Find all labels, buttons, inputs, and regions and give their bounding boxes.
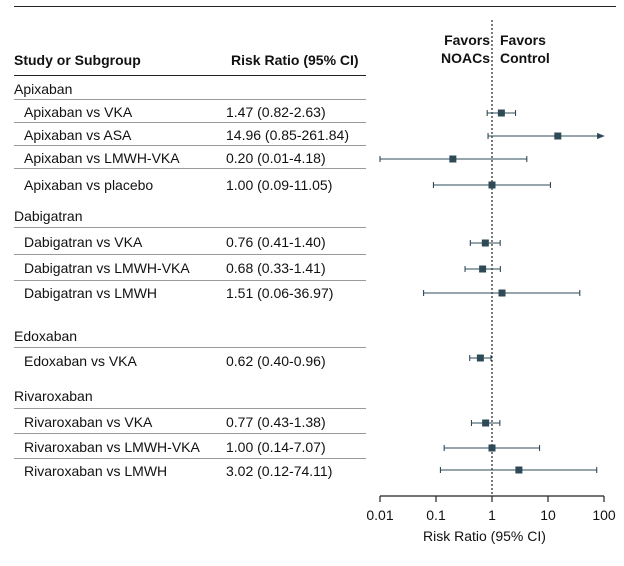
header-study-or-subgroup: Study or Subgroup [14,52,141,68]
group-label-edoxaban: Edoxaban [14,328,78,344]
row-divider [14,254,366,255]
favors-control-line2: Control [500,50,550,66]
x-tick-label: 0.1 [426,507,446,523]
x-tick-label: 10 [540,507,556,523]
favors-noacs-line2: NOACs [440,50,490,66]
study-label: Edoxaban vs VKA [24,353,137,369]
row-divider [14,122,366,123]
group-label-rivaroxaban: Rivaroxaban [14,388,93,404]
study-label: Dabigatran vs VKA [24,234,143,250]
ci-text: 1.51 (0.06-36.97) [226,285,334,301]
study-label: Dabigatran vs LMWH-VKA [24,260,190,276]
group-label-dabigatran: Dabigatran [14,208,83,224]
point-estimate [482,419,490,427]
row-divider [14,433,366,434]
ci-text: 1.47 (0.82-2.63) [226,104,326,120]
point-estimate [449,155,457,163]
header-favors-noacs: Favors NOACs [410,31,490,67]
x-tick-label: 100 [592,507,616,523]
top-rule [14,6,616,7]
study-label: Rivaroxaban vs VKA [24,414,153,430]
ci-text: 0.77 (0.43-1.38) [226,414,326,430]
row-divider [14,145,366,146]
ci-text: 14.96 (0.85-261.84) [226,127,349,143]
study-label: Apixaban vs VKA [24,104,133,120]
point-estimate [554,132,562,140]
ci-text: 0.20 (0.01-4.18) [226,150,326,166]
x-tick-label: 1 [488,507,496,523]
ci-text: 0.68 (0.33-1.41) [226,260,326,276]
header-favors-control: Favors Control [500,31,580,67]
row-divider [14,347,366,348]
study-label: Apixaban vs placebo [24,177,154,193]
ci-text: 1.00 (0.09-11.05) [226,177,333,193]
study-label: Dabigatran vs LMWH [24,285,158,301]
point-estimate [498,289,506,297]
study-label: Apixaban vs LMWH-VKA [24,150,180,166]
ci-text: 0.76 (0.41-1.40) [226,234,326,250]
x-axis-title: Risk Ratio (95% CI) [423,528,546,544]
header-risk-ratio: Risk Ratio (95% CI) [231,52,359,68]
x-tick-label: 0.01 [366,507,393,523]
point-estimate [497,109,505,117]
group-label-apixaban: Apixaban [14,81,73,97]
row-divider [14,458,366,459]
row-divider [14,280,366,281]
point-estimate [488,444,496,452]
row-divider [14,227,366,228]
point-estimate [515,466,523,474]
point-estimate [488,181,496,189]
row-divider [14,168,366,169]
row-divider [14,408,366,409]
point-estimate [479,265,487,273]
row-divider [14,99,366,100]
favors-control-line1: Favors [500,32,546,48]
study-label: Rivaroxaban vs LMWH-VKA [24,439,200,455]
ci-text: 3.02 (0.12-74.11) [226,463,333,479]
ci-text: 0.62 (0.40-0.96) [226,353,326,369]
ci-text: 1.00 (0.14-7.07) [226,439,326,455]
point-estimate [476,354,484,362]
point-estimate [481,239,489,247]
study-label: Rivaroxaban vs LMWH [24,463,168,479]
favors-noacs-line1: Favors [444,32,490,48]
header-rule [14,75,366,76]
study-label: Apixaban vs ASA [24,127,132,143]
